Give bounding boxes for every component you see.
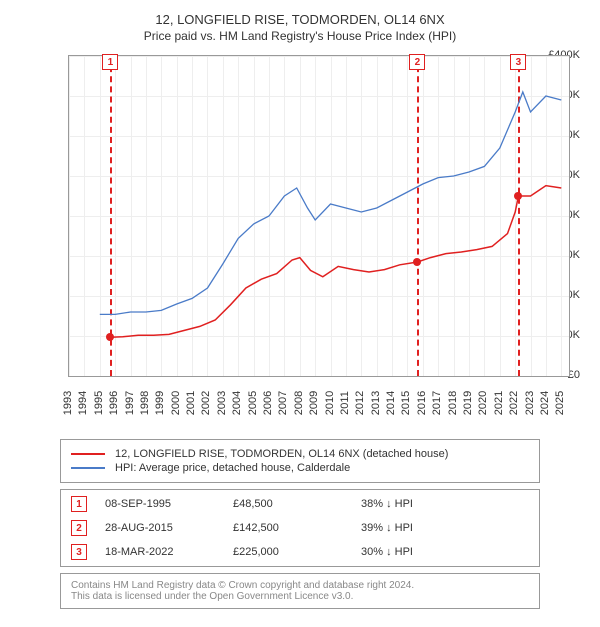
x-tick-label: 2001	[185, 391, 197, 415]
transaction-row-marker: 1	[71, 496, 87, 512]
x-tick-label: 1993	[62, 391, 74, 415]
transaction-row-marker: 3	[71, 544, 87, 560]
x-tick-label: 2008	[293, 391, 305, 415]
page-title: 12, LONGFIELD RISE, TODMORDEN, OL14 6NX	[12, 12, 588, 27]
x-tick-label: 2006	[262, 391, 274, 415]
series-line	[100, 92, 562, 314]
transaction-row: 3 18-MAR-2022 £225,000 30% ↓ HPI	[61, 540, 539, 564]
x-tick-label: 2019	[462, 391, 474, 415]
x-tick-label: 2007	[277, 391, 289, 415]
x-tick-label: 2003	[216, 391, 228, 415]
legend-item: HPI: Average price, detached house, Cald…	[71, 462, 529, 474]
legend-label: 12, LONGFIELD RISE, TODMORDEN, OL14 6NX …	[115, 448, 448, 460]
x-tick-label: 2002	[200, 391, 212, 415]
chart-lines	[69, 56, 569, 376]
x-tick-label: 2005	[247, 391, 259, 415]
transaction-point	[106, 333, 114, 341]
transaction-date: 18-MAR-2022	[105, 546, 215, 558]
x-tick-label: 1998	[139, 391, 151, 415]
x-tick-label: 2004	[231, 391, 243, 415]
transaction-point	[514, 192, 522, 200]
x-tick-label: 2012	[354, 391, 366, 415]
x-tick-label: 1994	[77, 391, 89, 415]
x-tick-label: 2023	[524, 391, 536, 415]
transaction-delta: 38% ↓ HPI	[361, 498, 413, 510]
legend-item: 12, LONGFIELD RISE, TODMORDEN, OL14 6NX …	[71, 448, 529, 460]
legend-swatch	[71, 453, 105, 455]
x-tick-label: 1996	[108, 391, 120, 415]
transaction-row-marker: 2	[71, 520, 87, 536]
x-tick-label: 2024	[539, 391, 551, 415]
x-tick-label: 2018	[447, 391, 459, 415]
x-tick-label: 1999	[154, 391, 166, 415]
x-tick-label: 2021	[493, 391, 505, 415]
x-tick-label: 2015	[400, 391, 412, 415]
transaction-row: 1 08-SEP-1995 £48,500 38% ↓ HPI	[61, 492, 539, 516]
x-tick-label: 1995	[93, 391, 105, 415]
x-tick-label: 2011	[339, 391, 351, 415]
transaction-price: £225,000	[233, 546, 343, 558]
transaction-price: £48,500	[233, 498, 343, 510]
legend-swatch	[71, 467, 105, 469]
x-tick-label: 2009	[308, 391, 320, 415]
transaction-delta: 30% ↓ HPI	[361, 546, 413, 558]
x-tick-label: 2020	[477, 391, 489, 415]
transactions-table: 1 08-SEP-1995 £48,500 38% ↓ HPI 2 28-AUG-2015…	[60, 489, 540, 567]
transaction-row: 2 28-AUG-2015 £142,500 39% ↓ HPI	[61, 516, 539, 540]
transaction-date: 08-SEP-1995	[105, 498, 215, 510]
transaction-delta: 39% ↓ HPI	[361, 522, 413, 534]
plot-area: 1 2 3	[68, 55, 570, 377]
x-tick-label: 2017	[431, 391, 443, 415]
legend-label: HPI: Average price, detached house, Cald…	[115, 462, 350, 474]
transaction-point	[413, 258, 421, 266]
license-box: Contains HM Land Registry data © Crown c…	[60, 573, 540, 609]
transaction-number-box: 1	[102, 54, 118, 70]
license-line: This data is licensed under the Open Gov…	[71, 591, 529, 602]
transaction-number-box: 2	[409, 54, 425, 70]
legend: 12, LONGFIELD RISE, TODMORDEN, OL14 6NX …	[60, 439, 540, 483]
transaction-number-box: 3	[510, 54, 526, 70]
x-tick-label: 2013	[370, 391, 382, 415]
x-tick-label: 2010	[324, 391, 336, 415]
license-line: Contains HM Land Registry data © Crown c…	[71, 580, 529, 591]
chart-container: £0£50K£100K£150K£200K£250K£300K£350K£400…	[20, 51, 580, 431]
series-line	[110, 186, 561, 338]
x-tick-label: 2022	[508, 391, 520, 415]
transaction-date: 28-AUG-2015	[105, 522, 215, 534]
x-tick-label: 2000	[170, 391, 182, 415]
x-tick-label: 2025	[554, 391, 566, 415]
x-tick-label: 1997	[124, 391, 136, 415]
transaction-price: £142,500	[233, 522, 343, 534]
x-tick-label: 2014	[385, 391, 397, 415]
x-tick-label: 2016	[416, 391, 428, 415]
page-subtitle: Price paid vs. HM Land Registry's House …	[12, 29, 588, 43]
